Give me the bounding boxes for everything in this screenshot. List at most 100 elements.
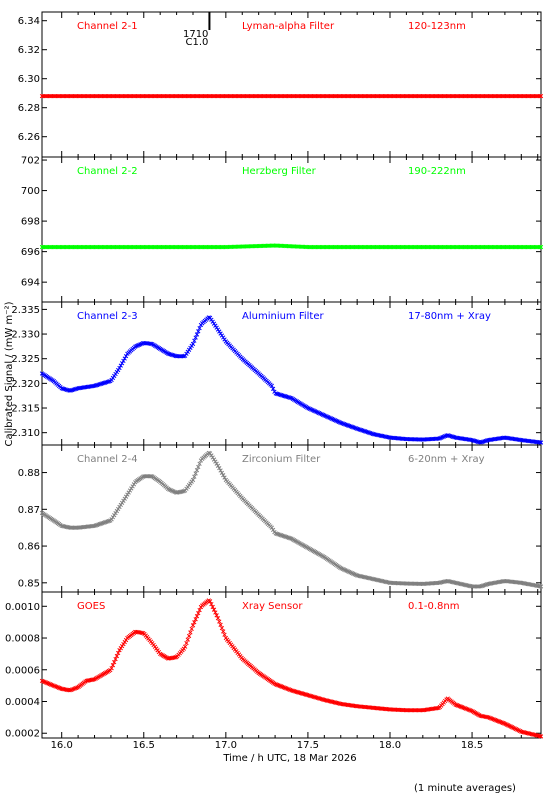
data-point	[269, 383, 274, 388]
data-point	[112, 659, 117, 665]
data-point	[130, 484, 135, 489]
y-tick-label: 696	[21, 247, 40, 258]
x-tick-label: 17.0	[215, 740, 237, 751]
panel-channel-label: Channel 2-3	[77, 311, 138, 322]
data-point	[207, 599, 213, 604]
data-point	[207, 451, 213, 456]
panel-filter-label: Herzberg Filter	[242, 166, 317, 177]
data-point	[538, 734, 544, 739]
data-point	[194, 614, 200, 619]
data-series	[39, 315, 544, 445]
data-series	[39, 93, 544, 99]
y-tick-label: 0.0006	[5, 665, 40, 676]
data-point	[148, 474, 154, 479]
data-point	[123, 353, 129, 359]
data-point	[214, 461, 219, 466]
panel-channel-label: Channel 2-4	[77, 454, 138, 465]
data-point	[197, 325, 202, 331]
y-axis-title: Calibrated Signal / (mW m⁻²)	[4, 301, 15, 446]
data-point	[188, 630, 193, 635]
data-point	[213, 459, 218, 464]
panel-band-label: 0.1-0.8nm	[408, 601, 460, 612]
data-series	[39, 598, 544, 739]
x-axis-title: Time / h UTC, 18 Mar 2026	[222, 753, 356, 764]
y-tick-label: 2.325	[11, 354, 40, 365]
data-point	[538, 93, 544, 99]
panel-3: 2.335 2.330 2.325 2.320 2.315 2.310 Channel 2-…	[11, 301, 544, 446]
data-point	[221, 473, 226, 478]
data-point	[119, 361, 125, 366]
y-tick-label: 2.320	[11, 379, 40, 390]
data-point	[192, 620, 197, 625]
data-point	[537, 584, 542, 589]
data-point	[91, 677, 96, 682]
data-point	[116, 367, 121, 373]
panel-1: 6.34 6.32 6.30 6.28 6.26 Channel 2-1 Lyman-alp…	[18, 11, 544, 158]
y-tick-label: 0.87	[18, 505, 40, 516]
panel-channel-label: Channel 2-2	[77, 166, 138, 177]
data-point	[122, 496, 127, 501]
data-point	[211, 457, 217, 462]
data-point	[116, 506, 121, 512]
flare-time-label: 1710	[183, 29, 208, 40]
data-point	[194, 468, 200, 473]
data-point	[196, 610, 201, 616]
data-point	[122, 639, 127, 645]
panel-filter-label: Aluminium Filter	[242, 311, 325, 322]
data-point	[217, 619, 222, 624]
data-point	[117, 504, 122, 510]
data-point	[190, 477, 196, 483]
data-point	[122, 356, 127, 361]
data-point	[184, 640, 189, 646]
y-tick-label: 0.0004	[5, 697, 40, 708]
data-point	[538, 440, 544, 445]
data-point	[113, 510, 118, 516]
data-point	[270, 527, 276, 533]
data-point	[222, 632, 227, 637]
data-point	[192, 338, 197, 343]
data-point	[182, 644, 188, 649]
data-point	[139, 630, 144, 636]
data-point	[193, 617, 198, 622]
data-point	[118, 502, 123, 508]
y-tick-label: 6.34	[18, 16, 40, 27]
data-point	[221, 629, 226, 634]
y-tick-label: 0.88	[18, 468, 40, 479]
data-point	[119, 643, 125, 649]
data-point	[129, 486, 134, 491]
data-point	[194, 332, 200, 337]
data-point	[215, 616, 221, 621]
data-point	[217, 465, 222, 471]
x-tick-label: 17.5	[297, 740, 319, 751]
data-point	[126, 490, 131, 495]
y-tick-label: 2.315	[11, 404, 40, 415]
data-point	[121, 641, 126, 647]
data-point	[185, 637, 190, 642]
data-point	[125, 492, 130, 497]
data-point	[213, 610, 218, 615]
y-tick-label: 6.30	[18, 74, 40, 85]
data-point	[196, 329, 201, 334]
data-point	[192, 474, 197, 479]
y-tick-label: 0.0002	[5, 729, 40, 740]
panel-band-label: 120-123nm	[408, 21, 466, 32]
data-point	[113, 656, 118, 662]
panel-filter-label: Lyman-alpha Filter	[242, 21, 335, 32]
y-tick-label: 698	[21, 217, 40, 228]
data-point	[218, 468, 223, 473]
y-tick-label: 0.85	[18, 578, 40, 589]
y-tick-label: 0.0010	[5, 602, 40, 613]
y-tick-label: 6.28	[18, 103, 40, 114]
data-point	[114, 508, 120, 514]
data-point	[537, 244, 542, 250]
data-series	[39, 243, 544, 250]
data-point	[189, 626, 194, 632]
panel-band-label: 6-20nm + Xray	[408, 454, 485, 465]
data-point	[118, 646, 123, 651]
data-point	[109, 517, 114, 522]
data-series	[39, 450, 544, 589]
y-tick-label: 700	[21, 186, 40, 197]
data-point	[210, 455, 215, 460]
data-point	[181, 646, 186, 651]
